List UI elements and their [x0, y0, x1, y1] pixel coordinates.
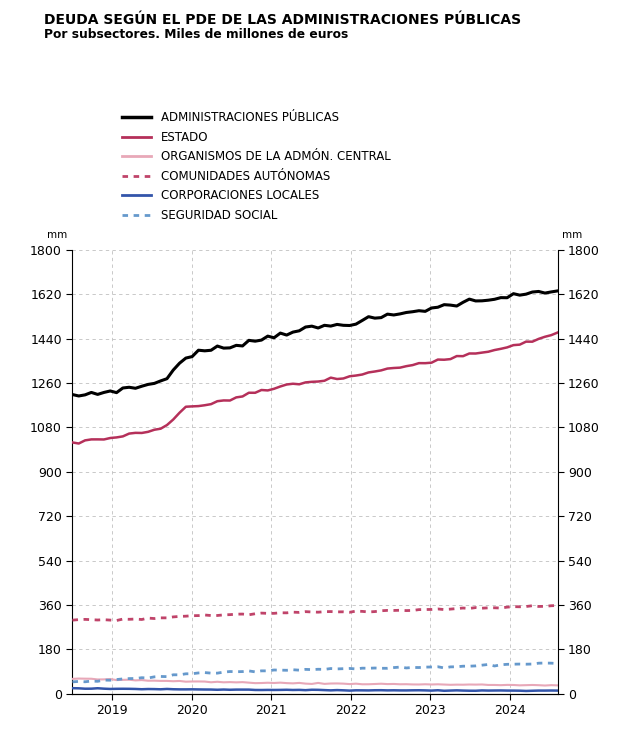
- Text: mm: mm: [47, 231, 67, 240]
- Text: mm: mm: [563, 231, 583, 240]
- Legend: ADMINISTRACIONES PÚBLICAS, ESTADO, ORGANISMOS DE LA ADMÓN. CENTRAL, COMUNIDADES : ADMINISTRACIONES PÚBLICAS, ESTADO, ORGAN…: [117, 107, 395, 227]
- Text: Por subsectores. Miles de millones de euros: Por subsectores. Miles de millones de eu…: [44, 28, 348, 40]
- Text: DEUDA SEGÚN EL PDE DE LAS ADMINISTRACIONES PÚBLICAS: DEUDA SEGÚN EL PDE DE LAS ADMINISTRACION…: [44, 13, 521, 28]
